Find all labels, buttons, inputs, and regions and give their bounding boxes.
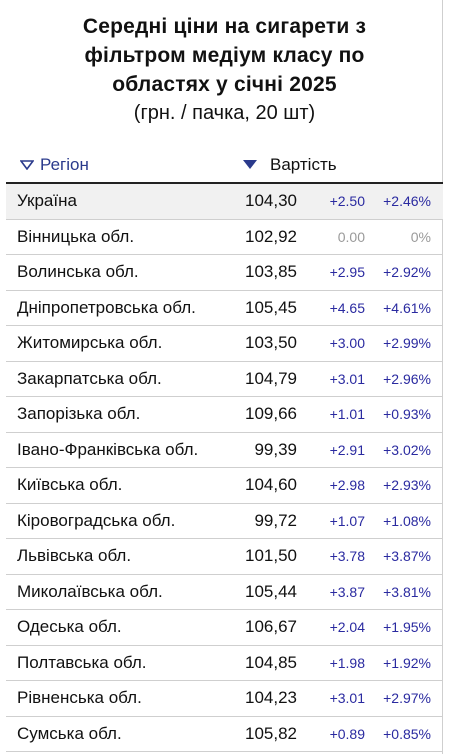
table-row: Миколаївська обл. 105,44 +3.87 +3.81%: [6, 575, 443, 610]
sort-down-outline-icon: [20, 159, 34, 170]
region-cell: Дніпропетровська обл.: [17, 297, 196, 317]
value-cell: 99,39: [254, 439, 297, 459]
change-abs-cell: +1.07: [329, 512, 365, 529]
region-cell: Рівненська обл.: [17, 688, 142, 708]
change-pct-cell: +0.93%: [383, 406, 431, 423]
table-row: Вінницька обл. 102,92 0.00 0%: [6, 220, 443, 255]
value-cell: 106,67: [245, 617, 297, 637]
change-pct-cell: +2.99%: [383, 335, 431, 352]
table-row: Київська обл. 104,60 +2.98 +2.93%: [6, 468, 443, 504]
table-row: Дніпропетровська обл. 105,45 +4.65 +4.61%: [6, 291, 443, 326]
table-body: Україна 104,30 +2.50 +2.46% Вінницька обл. 10…: [6, 184, 443, 752]
value-cell: 105,82: [245, 723, 297, 743]
table-header: Регіон Вартість: [6, 147, 443, 184]
change-pct-cell: +0.85%: [383, 725, 431, 742]
region-cell: Полтавська обл.: [17, 652, 147, 672]
change-pct-cell: +2.46%: [383, 193, 431, 210]
table-row: Одеська обл. 106,67 +2.04 +1.95%: [6, 610, 443, 646]
change-pct-cell: +2.93%: [383, 477, 431, 494]
price-table: Регіон Вартість Україна 104,30 +2.50 +2.46%…: [6, 147, 443, 752]
change-abs-cell: +2.50: [329, 193, 365, 210]
change-pct-cell: +2.92%: [383, 264, 431, 281]
region-cell: Україна: [17, 191, 77, 211]
page-title-line-2: фільтром медіум класу по: [84, 44, 365, 67]
change-pct-cell: +3.87%: [383, 548, 431, 565]
value-cell: 104,23: [245, 688, 297, 708]
region-cell: Вінницька обл.: [17, 226, 135, 246]
page-title-line-1: Середні ціни на сигарети з: [82, 15, 367, 38]
value-cell: 99,72: [254, 510, 297, 530]
change-pct-cell: +4.61%: [383, 299, 431, 316]
region-cell: Волинська обл.: [17, 262, 139, 282]
value-cell: 101,50: [245, 546, 297, 566]
table-row: Івано-Франківська обл. 99,39 +2.91 +3.02%: [6, 433, 443, 468]
change-abs-cell: +2.91: [329, 441, 365, 458]
column-header-value[interactable]: Вартість: [214, 155, 337, 175]
column-header-region-label: Регіон: [40, 154, 89, 174]
change-pct-cell: +2.96%: [383, 370, 431, 387]
change-pct-cell: +1.08%: [383, 512, 431, 529]
table-row-total: Україна 104,30 +2.50 +2.46%: [6, 184, 443, 220]
change-abs-cell: +3.01: [329, 690, 365, 707]
region-cell: Запорізька обл.: [17, 404, 141, 424]
table-row: Закарпатська обл. 104,79 +3.01 +2.96%: [6, 362, 443, 397]
region-cell: Житомирська обл.: [17, 333, 163, 353]
right-border-line: [442, 0, 443, 754]
value-cell: 104,30: [245, 191, 297, 211]
value-cell: 103,50: [245, 333, 297, 353]
change-abs-cell: +4.65: [329, 299, 365, 316]
change-abs-cell: +3.87: [329, 583, 365, 600]
value-cell: 105,45: [245, 297, 297, 317]
table-row: Полтавська обл. 104,85 +1.98 +1.92%: [6, 646, 443, 681]
table-row: Рівненська обл. 104,23 +3.01 +2.97%: [6, 681, 443, 717]
page-title-line-3: областях у січні 2025: [112, 73, 337, 96]
change-abs-cell: 0.00: [337, 228, 365, 245]
table-row: Волинська обл. 103,85 +2.95 +2.92%: [6, 255, 443, 291]
region-cell: Одеська обл.: [17, 617, 122, 637]
change-abs-cell: +3.00: [329, 335, 365, 352]
change-abs-cell: +1.01: [329, 406, 365, 423]
column-header-region[interactable]: Регіон: [6, 155, 214, 175]
change-abs-cell: +3.78: [329, 548, 365, 565]
change-pct-cell: 0%: [410, 228, 431, 245]
change-abs-cell: +2.95: [329, 264, 365, 281]
value-cell: 105,44: [245, 581, 297, 601]
region-cell: Закарпатська обл.: [17, 368, 162, 388]
value-cell: 103,85: [245, 262, 297, 282]
change-pct-cell: +2.97%: [383, 690, 431, 707]
change-pct-cell: +1.95%: [383, 619, 431, 636]
table-row: Львівська обл. 101,50 +3.78 +3.87%: [6, 539, 443, 575]
region-cell: Київська обл.: [17, 475, 123, 495]
table-row: Сумська обл. 105,82 +0.89 +0.85%: [6, 717, 443, 752]
table-row: Житомирська обл. 103,50 +3.00 +2.99%: [6, 326, 443, 362]
region-cell: Кіровоградська обл.: [17, 510, 176, 530]
sort-down-filled-icon: [243, 160, 257, 169]
change-abs-cell: +2.04: [329, 619, 365, 636]
table-row: Кіровоградська обл. 99,72 +1.07 +1.08%: [6, 504, 443, 539]
title-block: Середні ціни на сигарети з фільтром меді…: [0, 12, 449, 126]
value-cell: 102,92: [245, 226, 297, 246]
value-cell: 104,85: [245, 652, 297, 672]
change-abs-cell: +0.89: [329, 725, 365, 742]
table-row: Запорізька обл. 109,66 +1.01 +0.93%: [6, 397, 443, 433]
column-header-value-label: Вартість: [270, 154, 337, 174]
change-pct-cell: +3.81%: [383, 583, 431, 600]
value-cell: 104,79: [245, 368, 297, 388]
value-cell: 104,60: [245, 475, 297, 495]
change-abs-cell: +1.98: [329, 654, 365, 671]
change-pct-cell: +3.02%: [383, 441, 431, 458]
change-pct-cell: +1.92%: [383, 654, 431, 671]
region-cell: Львівська обл.: [17, 546, 132, 566]
value-cell: 109,66: [245, 404, 297, 424]
region-cell: Івано-Франківська обл.: [17, 439, 199, 459]
region-cell: Сумська обл.: [17, 723, 122, 743]
change-abs-cell: +2.98: [329, 477, 365, 494]
change-abs-cell: +3.01: [329, 370, 365, 387]
page-subtitle: (грн. / пачка, 20 шт): [133, 102, 316, 124]
region-cell: Миколаївська обл.: [17, 581, 163, 601]
